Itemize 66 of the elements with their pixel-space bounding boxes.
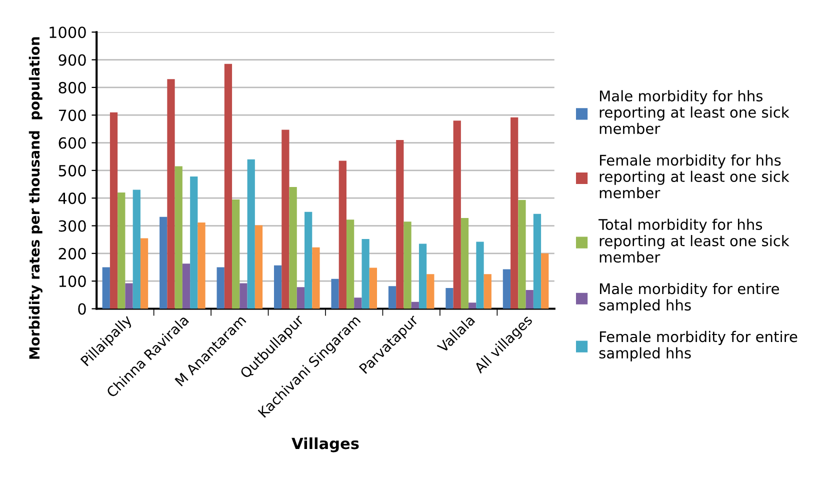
bar — [446, 288, 454, 309]
y-tick-label: 900 — [58, 54, 86, 66]
bar — [216, 267, 224, 309]
bar — [346, 220, 354, 309]
y-axis-title: Morbidity rates per thousand population — [28, 37, 42, 359]
bar — [289, 187, 297, 309]
y-tick-label: 700 — [58, 110, 86, 122]
bar — [476, 242, 484, 309]
bar — [118, 192, 126, 309]
bar — [460, 218, 469, 309]
bar — [232, 199, 240, 309]
bar — [426, 274, 434, 309]
bar — [354, 298, 362, 309]
bar — [125, 283, 133, 309]
y-tick-label: 300 — [58, 220, 86, 232]
bar — [240, 283, 248, 309]
y-tick-label: 0 — [78, 303, 86, 315]
y-tick-label: 500 — [58, 164, 86, 176]
bar — [526, 290, 534, 309]
bar — [160, 216, 168, 309]
bar — [247, 159, 255, 309]
bar — [102, 267, 110, 309]
bar — [369, 268, 378, 309]
bar — [254, 225, 263, 309]
y-tick-label: 800 — [58, 82, 86, 94]
bar — [140, 238, 148, 309]
legend-label: Total morbidity for hhs reporting at least one sick member — [598, 218, 790, 263]
legend-label: Female morbidity for entire sampled hhs — [599, 330, 798, 362]
bar — [110, 112, 118, 309]
bar — [362, 239, 370, 309]
y-tick-label: 200 — [58, 248, 86, 260]
bar — [182, 264, 190, 309]
bar — [502, 269, 511, 309]
y-tick-label: 400 — [58, 192, 86, 204]
bar — [274, 265, 282, 309]
y-tick-label: 600 — [58, 137, 86, 149]
bar — [312, 247, 320, 309]
bar — [418, 244, 427, 309]
bar — [533, 214, 542, 309]
bar — [167, 79, 175, 309]
bar — [388, 286, 396, 309]
bar — [190, 176, 198, 309]
bar — [453, 120, 461, 309]
legend-label: Female morbidity for hhs reporting at least one sick member — [600, 154, 790, 198]
bar — [304, 212, 312, 309]
legend-label: Male morbidity for entire sampled hhs — [599, 282, 779, 314]
bar — [468, 302, 476, 309]
legend-label: Male morbidity for hhs reporting at least one sick member — [600, 90, 790, 134]
bar — [411, 302, 419, 309]
bar — [174, 166, 182, 309]
bar — [198, 222, 206, 309]
bar — [541, 253, 549, 309]
bar — [518, 200, 526, 309]
bar — [331, 278, 339, 309]
bar — [132, 190, 140, 309]
bar — [484, 274, 492, 309]
y-tick-label: 1000 — [50, 26, 86, 38]
bar — [224, 64, 232, 309]
y-tick-label: 100 — [59, 276, 86, 288]
bar — [338, 160, 346, 309]
bar — [296, 287, 305, 309]
bar — [404, 222, 412, 309]
x-axis-title: Villages — [292, 437, 359, 452]
bar — [510, 117, 518, 309]
bar — [282, 130, 290, 309]
bar — [396, 140, 404, 309]
